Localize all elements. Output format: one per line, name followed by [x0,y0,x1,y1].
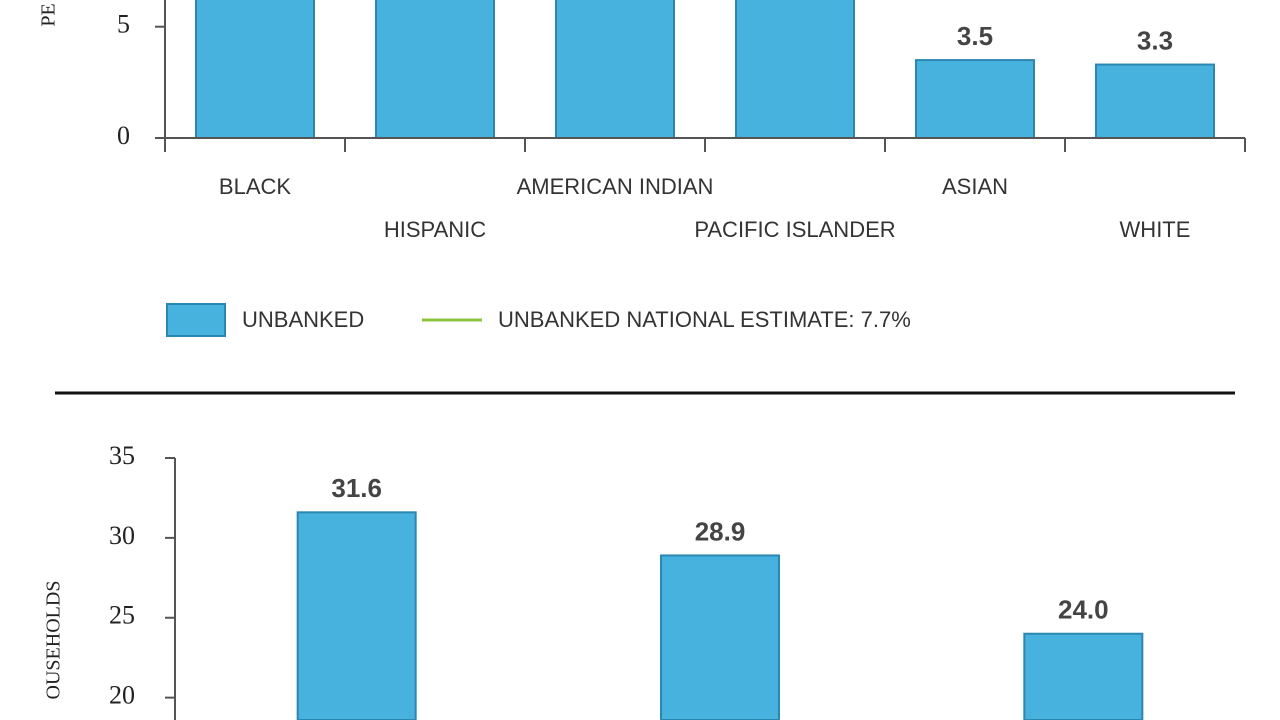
y-axis-label: OUSEHOLDS [43,581,65,700]
legend-swatch [166,303,226,337]
x-tick-label: AMERICAN INDIAN [517,174,714,199]
x-tick-label: PACIFIC ISLANDER [694,217,895,242]
value-label: 28.9 [695,516,746,546]
bar [660,554,780,720]
x-tick-label: ASIAN [942,174,1008,199]
y-tick-label: 5 [117,10,130,39]
bar [1023,632,1144,720]
bar [555,0,675,140]
y-tick-label: 25 [109,601,135,630]
value-label: 3.3 [1137,25,1173,55]
legend-label: UNBANKED NATIONAL ESTIMATE: 7.7% [498,307,911,332]
x-tick-label: WHITE [1120,217,1191,242]
y-tick-label: 30 [109,521,135,550]
y-tick-label: 20 [109,681,135,710]
value-label: 31.6 [331,473,382,503]
bar [1095,63,1215,139]
y-tick-label: 0 [117,121,130,150]
bar [375,0,495,139]
value-label: 3.5 [957,21,993,51]
bar [296,511,417,720]
x-tick-label: BLACK [219,174,291,199]
y-axis-label: PE [38,3,60,26]
bar [195,0,315,139]
bar [915,59,1035,140]
bar [735,0,855,139]
value-label: 24.0 [1058,595,1109,625]
chart [195,0,1215,140]
legend-label: UNBANKED [242,307,364,332]
x-tick-label: HISPANIC [384,217,486,242]
chart [296,511,1144,720]
y-tick-label: 35 [109,441,135,470]
